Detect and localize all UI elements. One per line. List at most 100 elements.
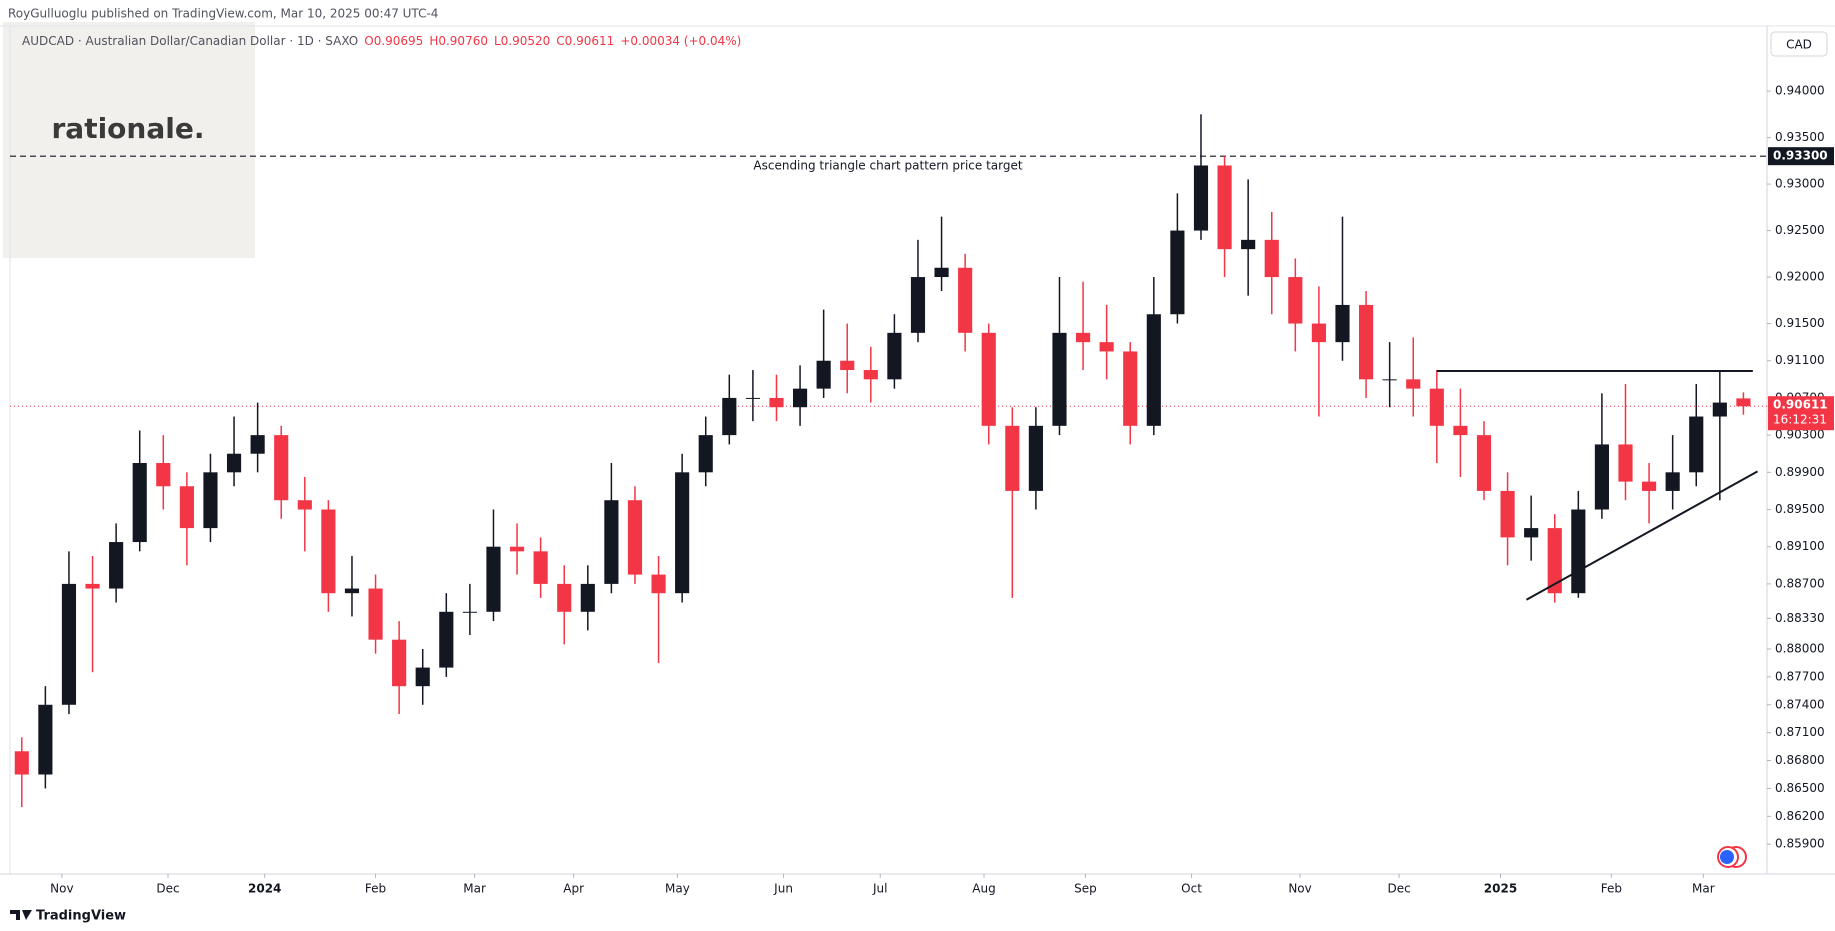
y-tick-label: 0.89500 — [1775, 502, 1825, 516]
currency[interactable]: CAD — [1786, 38, 1812, 52]
legend-item: H0.90760 — [429, 34, 488, 48]
candle-body — [958, 267, 973, 333]
brand: TradingView — [36, 909, 126, 924]
watermark: rationale. — [52, 112, 205, 145]
candle-body — [1052, 332, 1067, 426]
candle-body — [533, 551, 548, 584]
candle-body — [1028, 425, 1043, 491]
candle-body — [156, 463, 171, 487]
x-tick-label: Nov — [50, 882, 73, 896]
candle-body — [1547, 528, 1562, 594]
x-tick-label: Apr — [563, 882, 584, 896]
x-tick-label: Sep — [1074, 882, 1097, 896]
candle-body — [250, 435, 265, 454]
y-tick-label: 0.87700 — [1775, 669, 1825, 683]
target-label: 0.93300 — [1773, 149, 1828, 163]
candle-body — [392, 639, 407, 687]
trendline — [1525, 470, 1759, 601]
candle-body — [1382, 379, 1397, 381]
candle-body — [85, 583, 100, 589]
candle-body — [321, 509, 336, 594]
candle-body — [1358, 304, 1374, 380]
candle-body — [1618, 444, 1633, 482]
y-tick-label: 0.94000 — [1775, 84, 1825, 98]
candle-body — [981, 332, 996, 426]
legend-item: O0.90695 — [364, 34, 423, 48]
candle-body — [816, 360, 831, 389]
candle-body — [1524, 528, 1539, 538]
candle-body — [1571, 509, 1586, 594]
candle-body — [1170, 230, 1185, 315]
candle-body — [580, 583, 595, 612]
candle-body — [439, 611, 454, 668]
candle-body — [698, 435, 713, 473]
candle-body — [1689, 416, 1704, 473]
y-tick-label: 0.89900 — [1775, 465, 1825, 479]
candle-body — [14, 751, 29, 775]
candle-body — [274, 435, 289, 501]
candle-body — [297, 500, 312, 510]
candle-body — [1500, 490, 1515, 538]
candle-body — [934, 267, 949, 278]
y-tick-label: 0.88700 — [1775, 576, 1825, 590]
candle-body — [1594, 444, 1609, 510]
y-tick-label: 0.86500 — [1775, 781, 1825, 795]
candle-body — [179, 486, 194, 529]
legend-item: AUDCAD · Australian Dollar/Canadian Doll… — [22, 34, 358, 48]
publisher: RoyGulluoglu published on TradingView.co… — [8, 7, 438, 21]
brand-logo — [10, 910, 32, 920]
y-tick-label: 0.91100 — [1775, 353, 1825, 367]
x-tick-label: Mar — [463, 882, 486, 896]
candle-body — [910, 277, 926, 333]
candle-body — [792, 388, 808, 408]
x-tick-label: Feb — [365, 882, 386, 896]
candle-body — [1453, 425, 1468, 436]
x-tick-label: May — [665, 882, 690, 896]
x-tick-label: Oct — [1181, 882, 1202, 896]
candle-body — [1123, 351, 1138, 426]
y-tick-label: 0.91500 — [1775, 316, 1825, 330]
candle-body — [604, 500, 619, 584]
candle-body — [769, 397, 784, 408]
candle-body — [226, 453, 242, 473]
last-price-box — [1768, 396, 1834, 431]
target-label-box — [1768, 147, 1834, 166]
candle-body — [462, 611, 477, 613]
candle-body — [1264, 239, 1279, 278]
countdown: 16:12:31 — [1773, 413, 1827, 427]
x-tick-label: Jul — [872, 882, 887, 896]
y-tick-label: 0.92000 — [1775, 270, 1825, 284]
last-price-label: 0.90611 — [1773, 398, 1828, 412]
legend-text: AUDCAD · Australian Dollar/Canadian Doll… — [22, 34, 741, 48]
x-tick-label: 2025 — [1484, 882, 1517, 896]
candle-body — [1075, 332, 1091, 343]
x-tick-label: Dec — [1387, 882, 1410, 896]
candle-body — [722, 397, 737, 436]
y-tick-label: 0.88330 — [1775, 611, 1825, 625]
x-tick-label: Mar — [1692, 882, 1715, 896]
y-tick-label: 0.89100 — [1775, 539, 1825, 553]
candle-body — [203, 472, 218, 529]
y-tick-label: 0.88000 — [1775, 641, 1825, 655]
candle-body — [1146, 314, 1161, 426]
y-tick-label: 0.85900 — [1775, 837, 1825, 851]
candle-body — [675, 472, 690, 594]
candle-body — [745, 397, 760, 399]
candle-body — [1429, 388, 1444, 426]
y-tick-label: 0.93500 — [1775, 130, 1825, 144]
candle-body — [627, 500, 643, 575]
candle-body — [840, 360, 855, 371]
candle-body — [109, 542, 124, 589]
y-tick-label: 0.87400 — [1775, 697, 1825, 711]
x-tick-label: Feb — [1601, 882, 1622, 896]
y-tick-label: 0.90300 — [1775, 428, 1825, 442]
x-tick-label: Aug — [972, 882, 995, 896]
legend-item: L0.90520 — [494, 34, 550, 48]
candle-body — [368, 588, 383, 640]
candle-body — [1241, 239, 1256, 250]
currency-button[interactable] — [1770, 31, 1828, 57]
candle-body — [651, 574, 666, 594]
y-tick-label: 0.87100 — [1775, 725, 1825, 739]
y-tick-label: 0.86200 — [1775, 809, 1825, 823]
candle-body — [557, 583, 572, 612]
